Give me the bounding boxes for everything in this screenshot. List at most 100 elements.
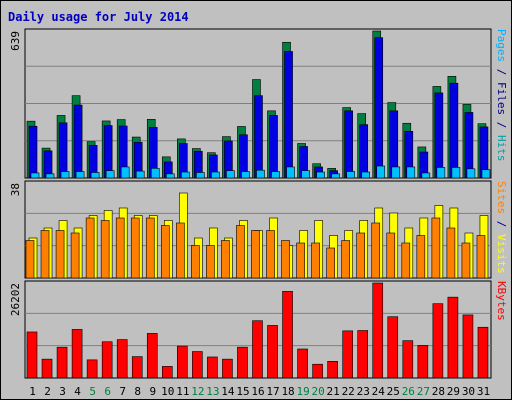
bar-sites	[100, 220, 110, 279]
bar-pages	[286, 166, 295, 179]
bar-pages	[421, 172, 431, 179]
panel-kbytes: 26202 KBytes	[9, 280, 508, 379]
bar-files	[374, 37, 384, 179]
bar-pages	[241, 171, 250, 179]
bar-files	[284, 51, 293, 179]
bar-kbytes	[387, 316, 399, 379]
x-tick-label: 28	[432, 385, 445, 398]
bar-pages	[45, 173, 55, 179]
bar-sites	[281, 240, 290, 279]
x-tick-label: 12	[191, 385, 204, 398]
bar-sites	[145, 217, 155, 279]
bar-sites	[296, 242, 305, 279]
bar-pages	[30, 172, 40, 179]
bar-pages	[90, 172, 100, 179]
bar-pages	[316, 171, 325, 179]
bar-files	[344, 110, 353, 179]
x-tick-label: 4	[74, 385, 81, 398]
bar-sites	[311, 242, 320, 279]
bar-kbytes	[477, 326, 489, 379]
bar-kbytes	[116, 339, 128, 379]
series-legend-label: Pages / Files / Hits	[495, 29, 508, 162]
legend-text: /	[495, 214, 508, 234]
bar-sites	[191, 245, 200, 279]
panel-hits: 639 Pages / Files / Hits	[9, 28, 508, 179]
x-tick-label: 9	[149, 385, 156, 398]
bar-sites	[251, 230, 260, 279]
bar-pages	[181, 171, 190, 179]
x-tick-label: 23	[357, 385, 370, 398]
bar-kbytes	[131, 356, 143, 379]
bar-kbytes	[342, 330, 353, 379]
x-tick-label: 7	[119, 385, 126, 398]
bar-kbytes	[222, 358, 233, 379]
bar-files	[103, 125, 113, 179]
y-max-label: 26202	[9, 283, 22, 316]
bar-pages	[436, 167, 446, 179]
bar-sites	[461, 242, 471, 279]
bar-kbytes	[41, 358, 53, 379]
x-tick-label: 17	[266, 385, 279, 398]
x-tick-label: 22	[342, 385, 355, 398]
x-tick-label: 21	[327, 385, 340, 398]
bar-sites	[206, 245, 215, 279]
bar-pages	[135, 170, 145, 179]
bar-files	[269, 115, 278, 179]
bar-kbytes	[192, 351, 203, 379]
x-tick-label: 13	[206, 385, 219, 398]
bar-sites	[25, 240, 35, 279]
bar-pages	[60, 171, 70, 179]
x-tick-label: 20	[312, 385, 325, 398]
bar-sites	[85, 217, 95, 279]
bar-pages	[226, 170, 235, 179]
bar-pages	[361, 171, 371, 179]
bar-kbytes	[357, 330, 369, 379]
panel-visits: 38 Sites / Visits	[9, 180, 508, 279]
x-tick-label: 8	[134, 385, 141, 398]
x-tick-label: 2	[44, 385, 51, 398]
bar-kbytes	[282, 291, 293, 379]
series-legend-label: KBytes	[495, 281, 508, 321]
bars-kbytes	[26, 282, 489, 379]
bar-pages	[196, 172, 205, 179]
x-tick-label: 25	[387, 385, 400, 398]
x-tick-label: 1	[29, 385, 36, 398]
bar-pages	[211, 171, 220, 179]
bar-sites	[476, 235, 486, 279]
chart-title: Daily usage for July 2014	[8, 10, 189, 24]
x-tick-label: 29	[447, 385, 460, 398]
bar-kbytes	[432, 303, 444, 379]
bar-pages	[376, 165, 386, 179]
bar-sites	[356, 232, 366, 279]
bar-sites	[416, 235, 426, 279]
bar-sites	[401, 242, 411, 279]
x-axis-day-labels: 1 2 3 4 5 6 7 8 9 10 11 12 13 14 15 16 17 18 19 20 21 22 23 24 2…	[29, 385, 490, 398]
bar-files	[28, 125, 38, 179]
bar-pages	[75, 171, 85, 179]
x-tick-label: 16	[251, 385, 264, 398]
bar-kbytes	[26, 331, 38, 379]
legend-text: Files	[495, 82, 508, 115]
bar-kbytes	[462, 314, 474, 379]
bar-kbytes	[267, 325, 278, 379]
bar-kbytes	[237, 346, 248, 379]
bar-pages	[331, 173, 340, 179]
series-legend-label: Sites / Visits	[495, 181, 508, 274]
bar-pages	[301, 170, 310, 179]
bar-kbytes	[372, 282, 384, 379]
x-tick-label: 6	[104, 385, 111, 398]
x-tick-label: 5	[89, 385, 96, 398]
x-tick-label: 24	[372, 385, 386, 398]
bar-pages	[271, 171, 280, 179]
bar-kbytes	[71, 329, 83, 379]
legend-text: /	[495, 115, 508, 135]
bar-sites	[176, 222, 185, 279]
bar-sites	[371, 222, 381, 279]
x-tick-label: 30	[462, 385, 475, 398]
bar-kbytes	[402, 340, 414, 379]
bar-sites	[446, 227, 456, 279]
bar-pages	[256, 169, 265, 179]
bar-kbytes	[86, 359, 98, 379]
